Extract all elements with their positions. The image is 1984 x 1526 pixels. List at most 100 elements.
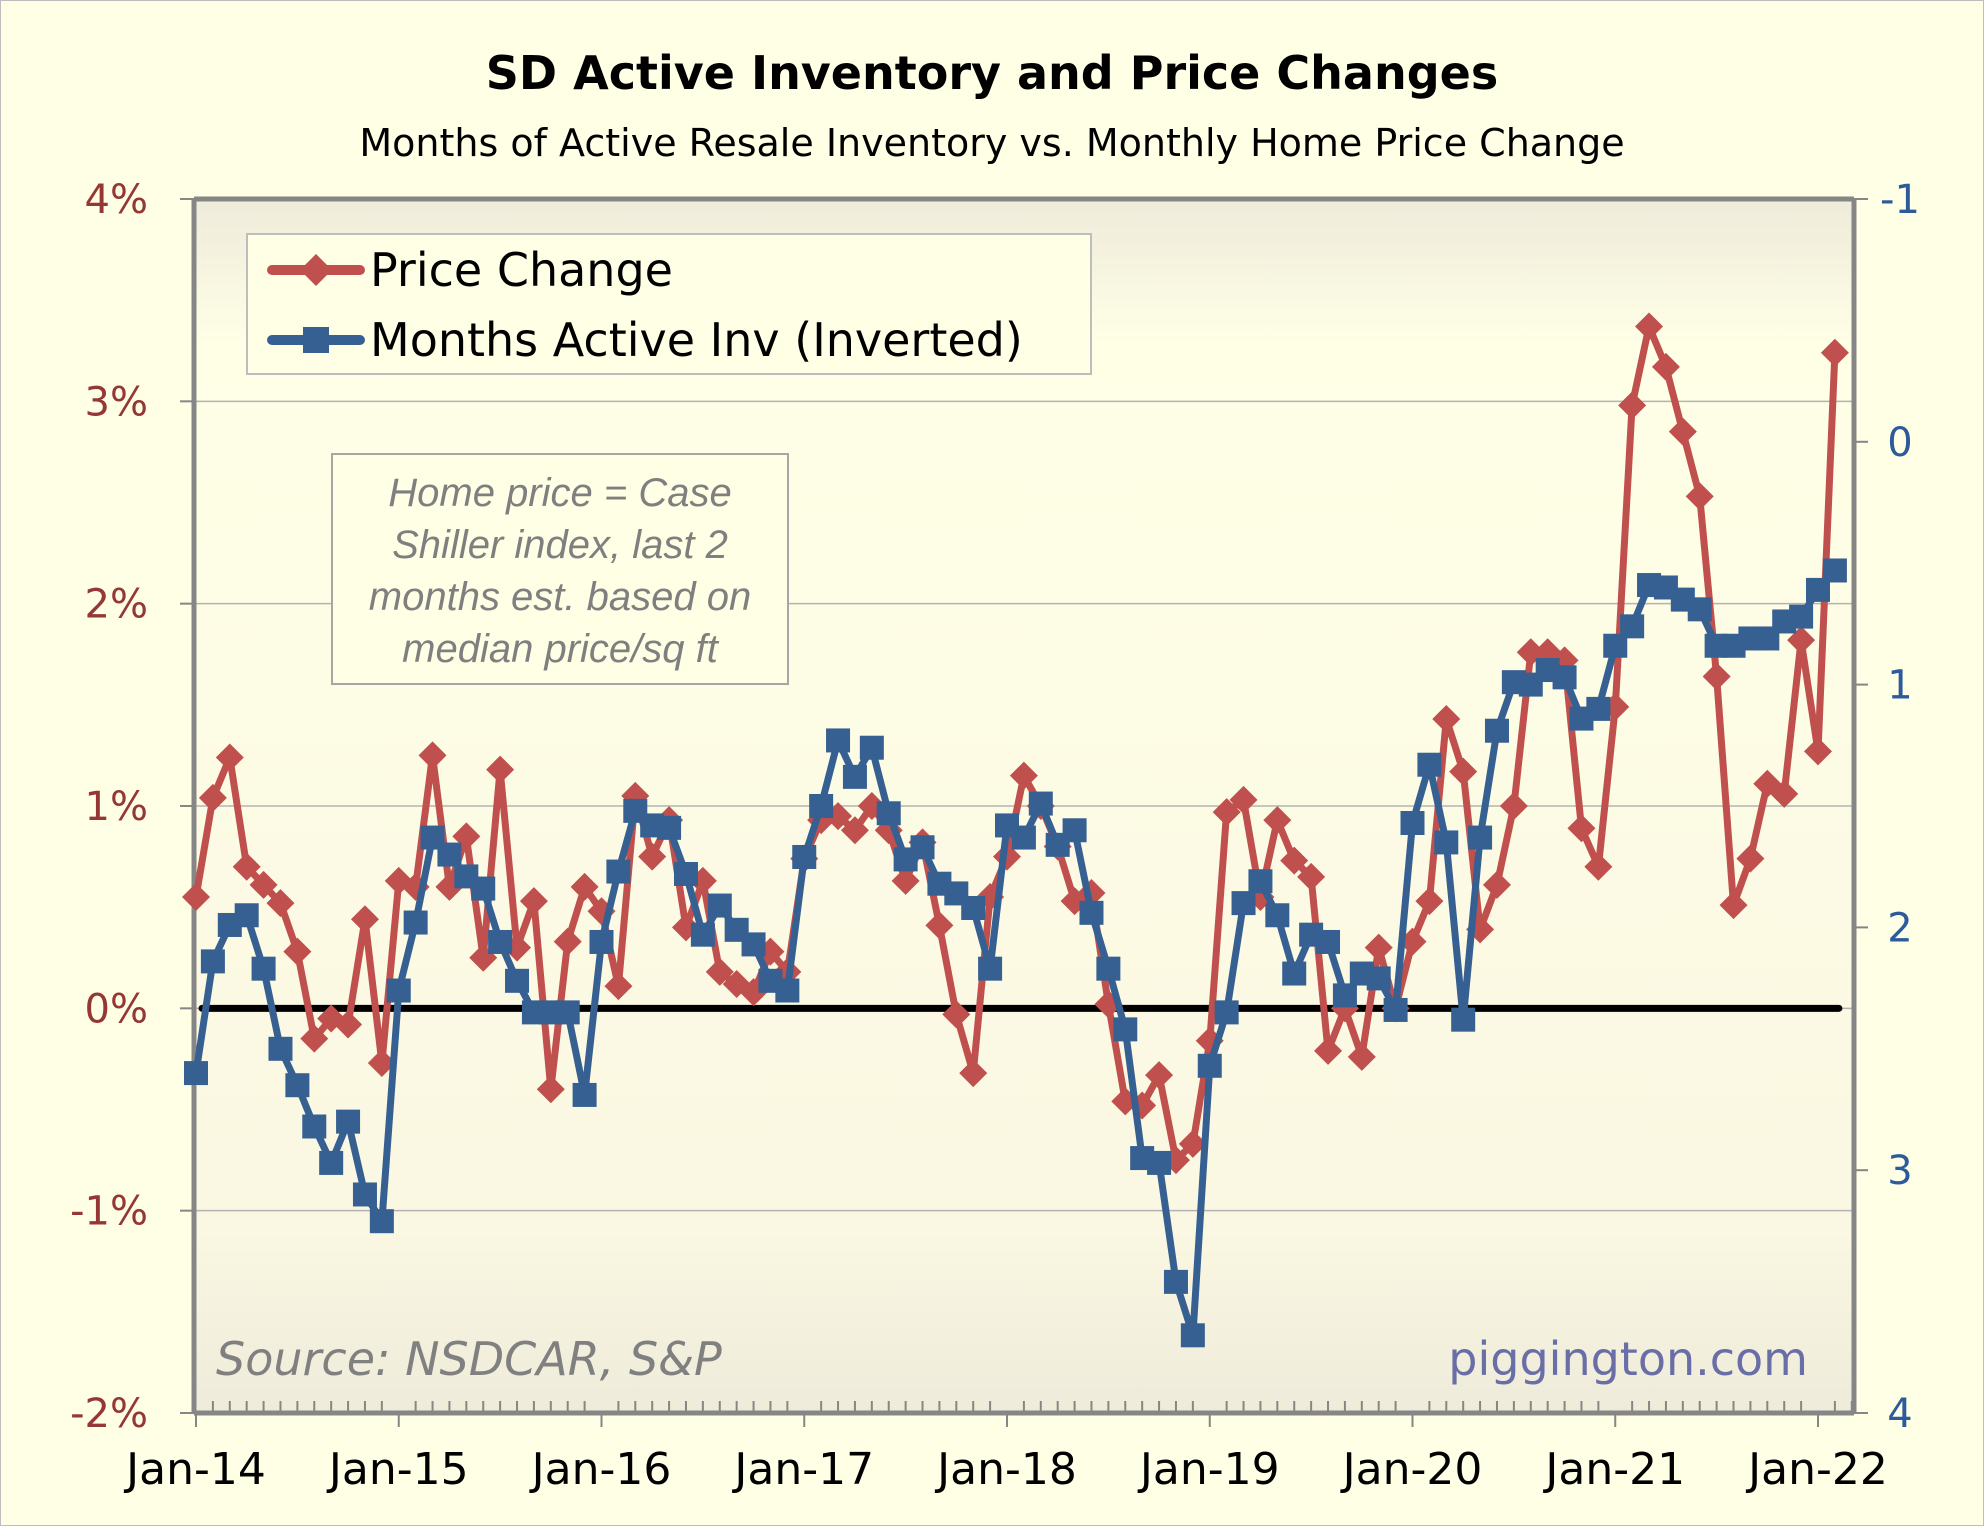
data-point [184, 1061, 208, 1086]
legend-label-price-change: Price Change [370, 243, 673, 297]
data-point [1214, 1000, 1239, 1025]
data-point [1383, 997, 1408, 1022]
data-point [249, 870, 278, 899]
source-label: Source: NSDCAR, S&P [216, 1332, 722, 1386]
data-point [840, 816, 869, 845]
x-axis-ticks: Jan-14 Jan-15 Jan-16 Jan-17 Jan-18 Jan-19 Jan-… [123, 1401, 1888, 1495]
data-point [1248, 869, 1273, 894]
x-tick-label: Jan-15 [326, 1444, 469, 1495]
right-tick-label: 3 [1887, 1148, 1912, 1194]
x-tick-label: Jan-14 [123, 1444, 266, 1495]
site-watermark: piggington.com [1448, 1332, 1808, 1386]
left-tick-label: 4% [85, 177, 148, 223]
chart-subtitle: Months of Active Resale Inventory vs. Mo… [359, 121, 1625, 165]
data-point [1147, 1150, 1172, 1175]
data-point [572, 1082, 597, 1107]
data-point [1451, 1007, 1476, 1032]
annotation-note: Home price = Case Shiller index, last 2 … [331, 453, 789, 685]
data-point [1449, 757, 1478, 786]
data-point [1499, 792, 1528, 820]
right-tick-label: 4 [1887, 1391, 1912, 1437]
data-point [488, 929, 513, 954]
data-point [809, 794, 834, 818]
data-point [1685, 482, 1714, 511]
data-point [690, 922, 715, 947]
series-group [182, 312, 1849, 1348]
left-tick-label: -1% [70, 1189, 148, 1235]
data-point [1687, 597, 1712, 622]
data-point [1434, 830, 1459, 855]
data-point [1635, 312, 1664, 341]
data-point [300, 1024, 329, 1053]
left-tick-label: 3% [85, 379, 148, 425]
data-point [1468, 825, 1493, 850]
data-point [234, 903, 259, 928]
data-point [1145, 1061, 1174, 1090]
data-point [1314, 1036, 1343, 1065]
data-point [369, 1209, 394, 1234]
data-point [418, 741, 447, 770]
data-point [1719, 891, 1748, 920]
data-point [336, 1109, 361, 1134]
data-point [842, 764, 867, 789]
data-point [1316, 929, 1341, 954]
data-point [1668, 417, 1697, 446]
data-point [505, 968, 530, 993]
data-point [1820, 338, 1849, 367]
x-tick-label: Jan-18 [934, 1444, 1077, 1495]
x-tick-label: Jan-16 [529, 1444, 672, 1495]
data-point [251, 956, 276, 981]
data-point [215, 743, 244, 772]
data-point [471, 876, 496, 901]
data-point [1484, 718, 1509, 743]
data-point [707, 893, 732, 918]
data-point [519, 887, 548, 916]
data-point [1618, 391, 1647, 420]
data-point [1415, 887, 1444, 916]
x-tick-label: Jan-20 [1340, 1444, 1483, 1495]
data-point [1567, 814, 1596, 843]
data-point [1651, 352, 1680, 381]
data-point [536, 1075, 565, 1104]
data-point [486, 755, 515, 784]
right-tick-label: 2 [1887, 905, 1912, 951]
data-point [606, 859, 631, 884]
data-point [775, 978, 800, 1003]
data-point [589, 929, 614, 954]
left-axis-ticks: -2% -1% 0% 1% 2% 3% 4% [70, 177, 194, 1437]
data-point [741, 932, 766, 957]
data-point [1770, 779, 1799, 808]
legend: Price Change Months Active Inv (Inverted… [246, 233, 1092, 375]
data-point [1364, 933, 1393, 962]
data-point [604, 972, 633, 1001]
data-point [350, 905, 379, 934]
x-tick-label: Jan-21 [1542, 1444, 1685, 1495]
legend-item-price-change: Price Change [266, 237, 673, 303]
diamond-marker-icon [267, 254, 365, 286]
data-point [859, 735, 884, 760]
series-months-inventory [184, 558, 1847, 1348]
data-point [570, 872, 599, 901]
data-point [1028, 791, 1053, 816]
x-tick-label: Jan-19 [1137, 1444, 1280, 1495]
data-point [367, 1048, 396, 1077]
data-point [1366, 966, 1391, 991]
data-point [386, 978, 411, 1003]
chart-title: SD Active Inventory and Price Changes [485, 46, 1499, 100]
data-point [268, 1036, 293, 1061]
data-point [1417, 752, 1442, 777]
data-point [638, 842, 667, 871]
data-point [1332, 983, 1357, 1008]
data-point [1009, 761, 1038, 790]
data-point [1062, 818, 1087, 843]
legend-label-months-inventory: Months Active Inv (Inverted) [370, 313, 1023, 367]
data-point [1822, 558, 1847, 583]
data-point [1079, 900, 1104, 925]
data-point [673, 861, 698, 886]
data-point [925, 911, 954, 940]
data-point [1280, 846, 1309, 875]
data-point [285, 1073, 310, 1098]
data-point [705, 957, 734, 986]
data-point [319, 1150, 344, 1175]
